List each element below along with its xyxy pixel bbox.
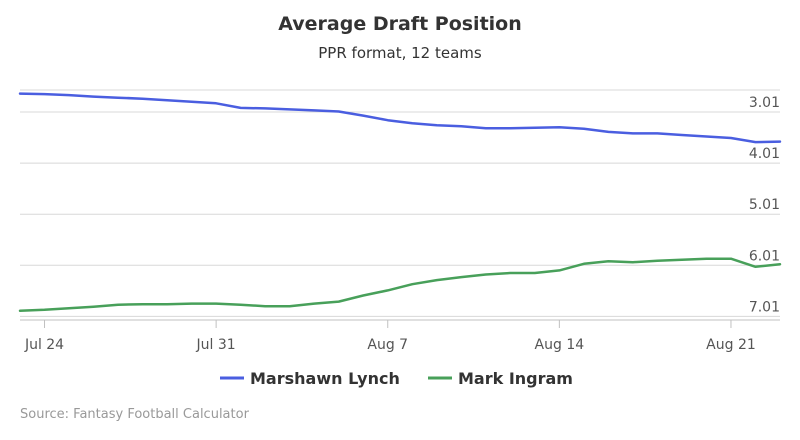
y-tick-label: 7.01 — [749, 299, 780, 315]
legend: Marshawn Lynch Mark Ingram — [220, 369, 573, 388]
x-tick-label: Jul 24 — [24, 337, 64, 353]
credits[interactable]: Source: Fantasy Football Calculator — [20, 407, 250, 422]
x-axis: Jul 24 Jul 31 Aug 7 Aug 14 Aug 21 — [20, 319, 780, 353]
gridlines — [20, 89, 780, 317]
y-tick-label: 4.01 — [749, 146, 780, 162]
x-tick-label: Jul 31 — [196, 337, 236, 353]
series-line-marshawn-lynch[interactable] — [18, 92, 782, 144]
y-tick-label: 6.01 — [749, 248, 780, 264]
legend-item-mark-ingram[interactable]: Mark Ingram — [428, 369, 573, 388]
chart-title: Average Draft Position — [278, 13, 522, 35]
x-tick-label: Aug 14 — [535, 337, 585, 353]
chart-subtitle: PPR format, 12 teams — [318, 44, 482, 62]
y-axis-ticks: 3.01 4.01 5.01 6.01 7.01 — [749, 95, 780, 315]
x-tick-label: Aug 21 — [706, 337, 756, 353]
series-line-mark-ingram[interactable] — [18, 257, 782, 313]
y-tick-label: 3.01 — [749, 95, 780, 111]
legend-item-marshawn-lynch[interactable]: Marshawn Lynch — [220, 369, 400, 388]
y-tick-label: 5.01 — [749, 197, 780, 213]
x-tick-label: Aug 7 — [367, 337, 408, 353]
legend-label-marshawn-lynch: Marshawn Lynch — [250, 369, 400, 388]
series-lines — [18, 92, 782, 313]
legend-label-mark-ingram: Mark Ingram — [458, 369, 573, 388]
